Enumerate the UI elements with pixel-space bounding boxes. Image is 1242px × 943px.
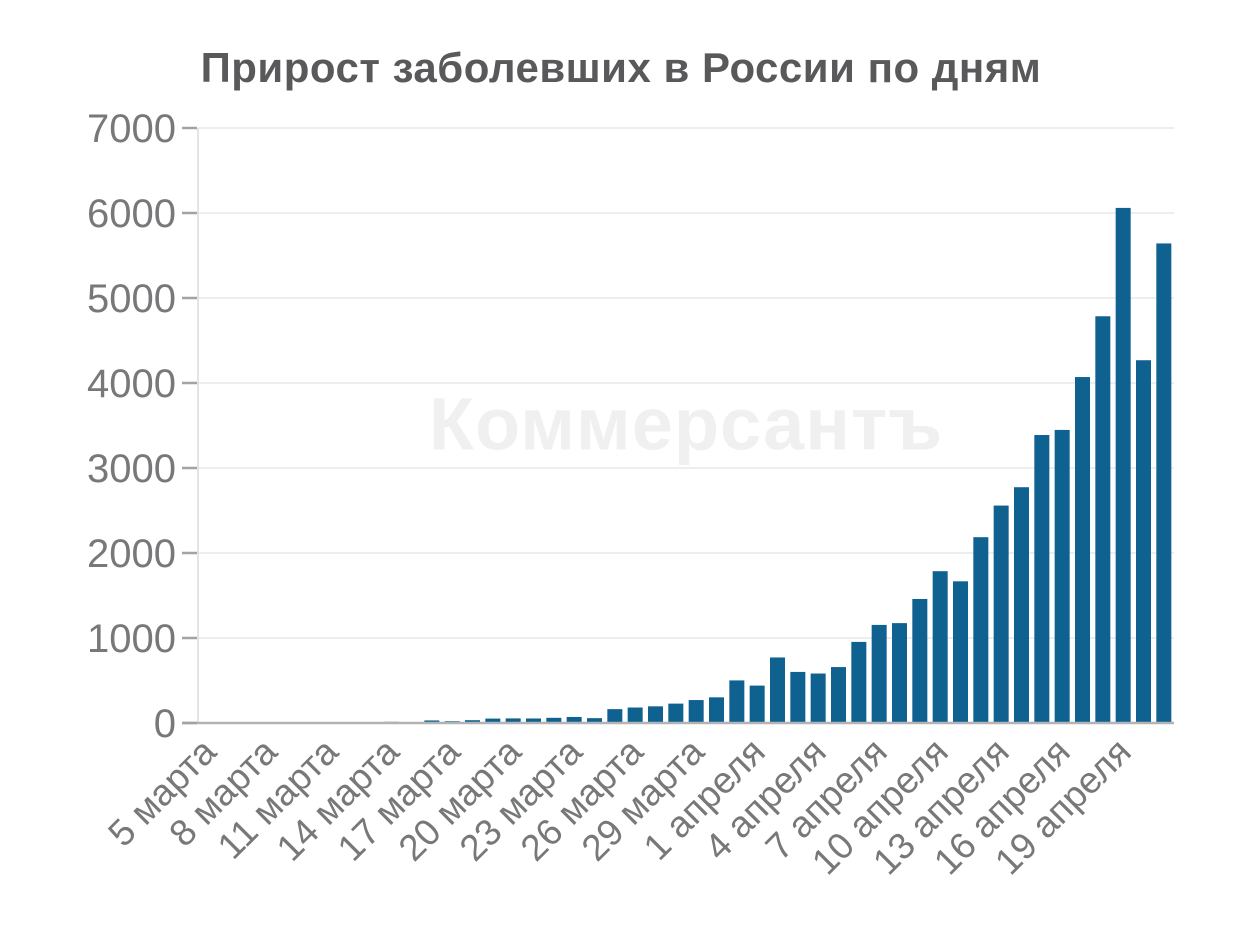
- bar: [831, 667, 846, 723]
- y-tick-label: 2000: [87, 532, 176, 576]
- bar: [1115, 207, 1131, 723]
- bar: [729, 680, 745, 723]
- y-tick-label: 6000: [87, 192, 176, 236]
- y-tick-label: 7000: [87, 107, 176, 151]
- bar: [973, 537, 989, 723]
- bar: [1034, 435, 1050, 723]
- bar: [810, 673, 826, 723]
- y-tick-label: 1000: [87, 617, 176, 661]
- y-tick-label: 4000: [87, 362, 176, 406]
- bar: [505, 718, 521, 723]
- bar: [851, 641, 867, 723]
- bar: [1014, 487, 1029, 723]
- bar: [1054, 429, 1070, 723]
- bar: [688, 700, 704, 723]
- chart-title: Прирост заболевших в России по дням: [200, 44, 1042, 91]
- bar: [465, 720, 480, 723]
- bar: [607, 709, 623, 723]
- bar: [993, 505, 1009, 723]
- bar: [790, 671, 806, 723]
- y-tick-label: 3000: [87, 447, 176, 491]
- y-tick-label: 0: [154, 702, 176, 746]
- bar: [648, 706, 663, 723]
- bar: [932, 571, 948, 723]
- bar: [587, 718, 602, 723]
- bar: [770, 657, 785, 723]
- bar: [526, 718, 541, 723]
- y-tick-label: 5000: [87, 277, 176, 321]
- bar: [871, 624, 887, 723]
- bar: [566, 716, 582, 723]
- bar: [485, 718, 501, 723]
- bar: [1075, 377, 1090, 723]
- bar: [546, 717, 562, 723]
- bar: [627, 707, 643, 723]
- bar: [1095, 316, 1111, 723]
- kommersant-watermark: Коммерсантъ: [428, 382, 944, 466]
- bar: [668, 703, 684, 723]
- bar: [953, 581, 968, 723]
- bar: [424, 720, 440, 723]
- bar: [1136, 360, 1151, 723]
- bar: [892, 623, 907, 723]
- bar: [709, 697, 724, 723]
- bar: [749, 685, 765, 723]
- bar: [912, 598, 928, 723]
- bar: [1156, 243, 1172, 723]
